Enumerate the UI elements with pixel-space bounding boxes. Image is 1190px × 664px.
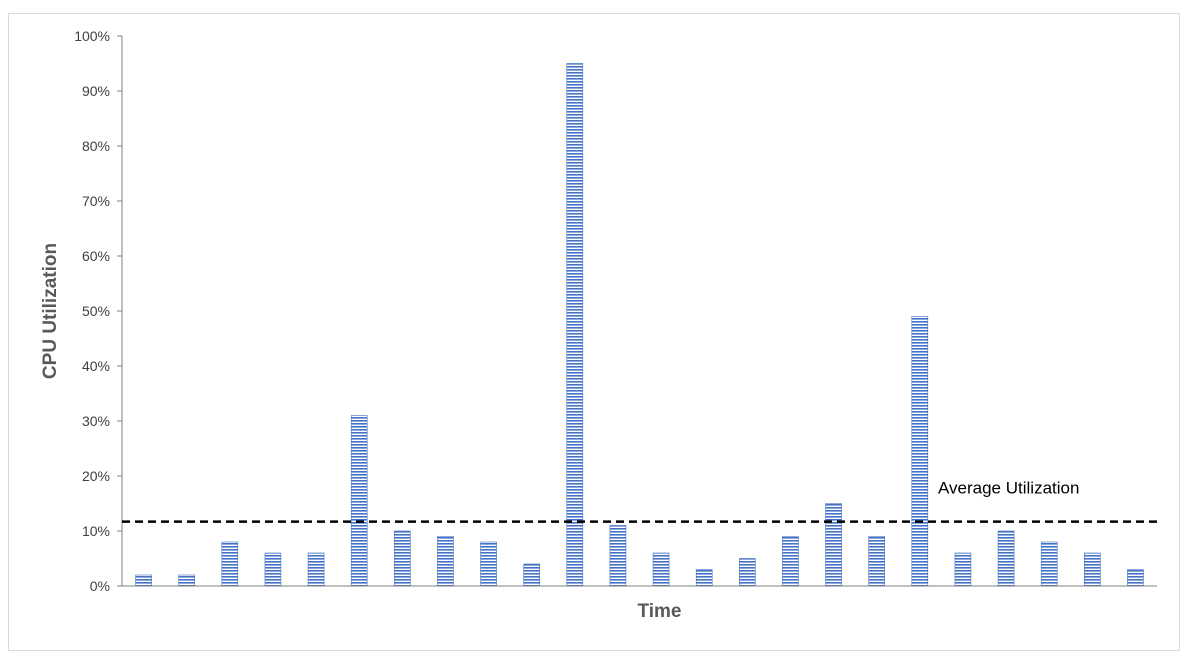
y-tick-label: 40% <box>82 358 110 374</box>
y-tick-label: 10% <box>82 523 110 539</box>
y-tick-label: 70% <box>82 193 110 209</box>
bar <box>307 552 325 587</box>
bar <box>868 536 885 587</box>
bar <box>954 552 972 587</box>
bar <box>178 574 195 587</box>
y-axis-ticks: 0% 10% 20% 30% 40% 50% 60% 70% 80% 90% 100% <box>74 28 122 594</box>
bar <box>480 541 497 587</box>
bar <box>437 536 454 587</box>
average-utilization-label: Average Utilization <box>938 479 1079 498</box>
y-tick-label: 30% <box>82 413 110 429</box>
y-tick-label: 0% <box>90 578 110 594</box>
bar <box>350 415 368 587</box>
y-tick-label: 60% <box>82 248 110 264</box>
bar <box>523 563 540 587</box>
bar <box>221 541 239 587</box>
bar <box>782 536 799 587</box>
bar <box>997 530 1015 587</box>
bar <box>652 552 670 587</box>
bar <box>566 63 584 587</box>
bar <box>135 574 152 587</box>
bar <box>264 552 282 587</box>
bar <box>825 503 842 587</box>
x-axis-title: Time <box>637 601 681 622</box>
y-tick-label: 20% <box>82 468 110 484</box>
chart-frame <box>8 13 1180 651</box>
bar <box>739 558 756 587</box>
y-tick-label: 80% <box>82 138 110 154</box>
bar <box>394 530 411 587</box>
bar <box>1127 569 1144 587</box>
y-tick-label: 90% <box>82 83 110 99</box>
bar <box>609 525 627 587</box>
bar <box>695 569 713 587</box>
bar <box>1084 552 1101 587</box>
y-tick-label: 50% <box>82 303 110 319</box>
bar <box>1040 541 1058 587</box>
bar-series <box>135 63 1144 587</box>
y-tick-label: 100% <box>74 28 110 44</box>
bar <box>911 316 929 587</box>
y-axis-title: CPU Utilization <box>40 243 61 379</box>
